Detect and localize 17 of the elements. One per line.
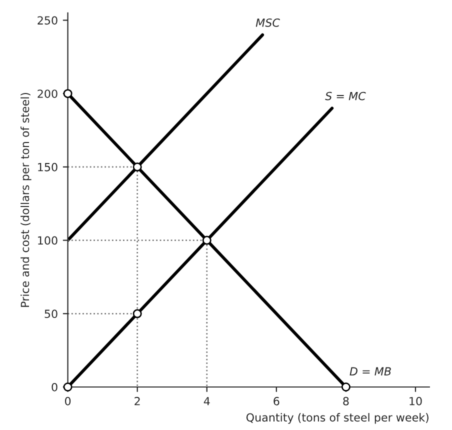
x-tick-label: 8 <box>343 396 349 406</box>
y-tick-label: 0 <box>52 382 58 392</box>
y-tick-label: 100 <box>38 236 58 245</box>
y-tick-label: 150 <box>38 162 58 172</box>
series-label: MSC <box>256 18 280 27</box>
x-tick-label: 10 <box>410 396 422 406</box>
y-tick-label: 250 <box>38 16 58 25</box>
series-label: S = MC <box>325 92 366 100</box>
y-axis-title: Price and cost (dollars per ton of steel) <box>20 92 32 307</box>
x-axis-title: Quantity (tons of steel per week) <box>246 413 428 424</box>
y-tick-label: 50 <box>44 310 58 318</box>
x-tick-label: 2 <box>134 396 140 406</box>
x-tick-label: 6 <box>274 396 280 406</box>
y-tick-label: 200 <box>38 90 58 98</box>
x-tick-label: 4 <box>204 397 210 406</box>
x-tick-label: 0 <box>65 396 71 406</box>
series-label: D = MB <box>350 367 391 376</box>
